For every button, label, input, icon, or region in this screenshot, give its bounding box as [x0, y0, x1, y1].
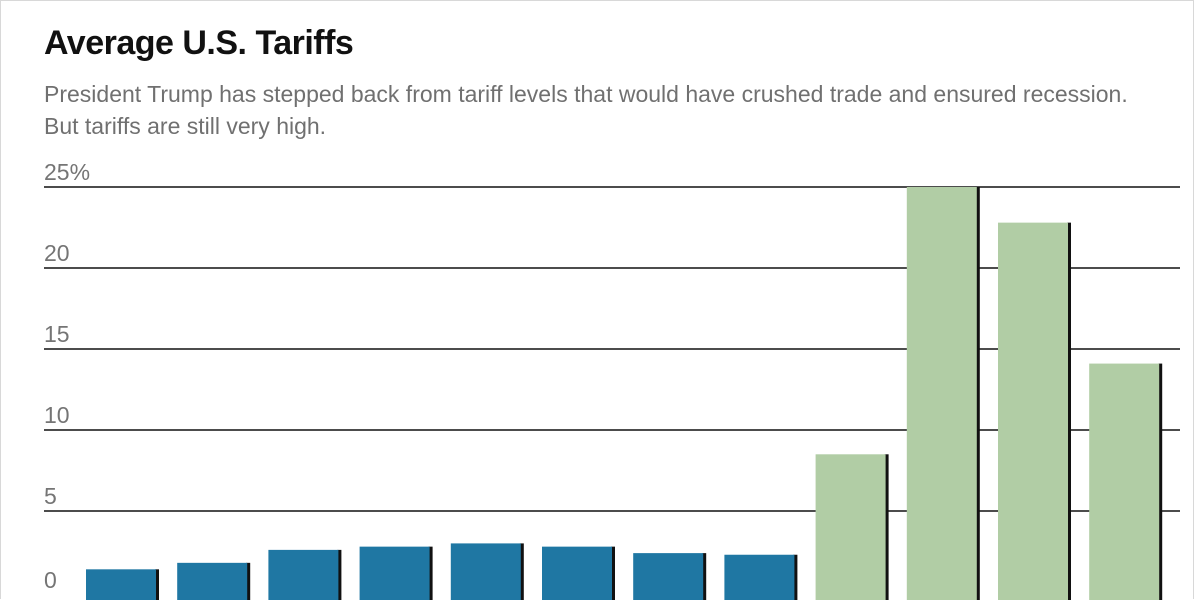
y-tick-label-0: 0	[44, 567, 57, 593]
bar-fill-3	[268, 549, 339, 600]
bar-12	[1089, 363, 1163, 600]
bar-shadow-12	[1158, 363, 1163, 600]
bar-8	[724, 554, 798, 600]
bar-11	[998, 222, 1071, 600]
bar-9	[815, 454, 889, 600]
bar-shadow-8	[793, 554, 798, 600]
y-tick-label-25: 25%	[44, 159, 90, 185]
chart-title: Average U.S. Tariffs	[44, 24, 354, 62]
bar-shadow-6	[611, 546, 615, 600]
bar-fill-11	[998, 222, 1068, 600]
bar-5	[450, 543, 524, 600]
bar-fill-9	[815, 454, 886, 600]
bar-7	[633, 553, 707, 600]
bar-4	[359, 546, 433, 600]
bar-shadow-9	[884, 454, 889, 600]
gridlines	[44, 186, 1180, 512]
bar-shadow-3	[337, 549, 342, 600]
bar-shadow-5	[519, 543, 524, 600]
bar-shadow-11	[1067, 222, 1071, 600]
bar-fill-2	[177, 562, 248, 600]
y-tick-label-20: 20	[44, 240, 70, 266]
y-tick-label-15: 15	[44, 321, 70, 347]
bar-fill-7	[633, 553, 704, 600]
bar-1	[86, 569, 159, 600]
bar-fill-12	[1089, 363, 1160, 600]
bar-fill-6	[542, 546, 612, 600]
bar-shadow-4	[428, 546, 433, 600]
bar-2	[177, 562, 251, 600]
bar-shadow-7	[702, 553, 707, 600]
bar-fill-4	[359, 546, 430, 600]
bar-shadow-1	[155, 569, 159, 600]
bars	[86, 187, 1163, 600]
bar-10	[906, 187, 980, 600]
bar-3	[268, 549, 342, 600]
bar-6	[542, 546, 615, 600]
bar-shadow-10	[975, 187, 980, 600]
bar-fill-10	[906, 187, 977, 600]
chart-subtitle: President Trump has stepped back from ta…	[44, 81, 1128, 139]
bar-shadow-2	[246, 562, 251, 600]
y-tick-label-10: 10	[44, 402, 70, 428]
y-tick-label-5: 5	[44, 483, 57, 509]
bar-fill-5	[450, 543, 521, 600]
y-axis-labels: 0 5 10 15 20 25%	[44, 159, 90, 593]
bar-fill-1	[86, 569, 156, 600]
bar-fill-8	[724, 554, 795, 600]
